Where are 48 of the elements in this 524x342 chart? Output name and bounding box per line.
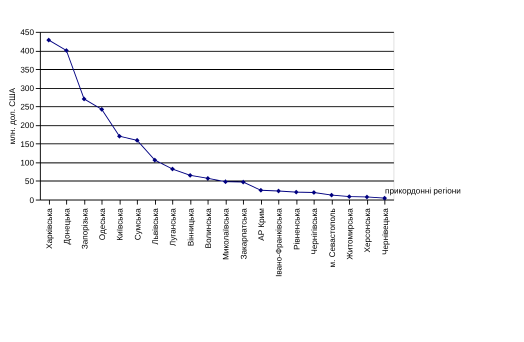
x-tick-label: Чернівецька (380, 208, 390, 255)
point (294, 190, 299, 195)
x-axis-title: прикордонні регіони (385, 186, 461, 196)
y-tick-label: 300 (20, 84, 34, 93)
x-tick-label: м. Севастополь (328, 208, 337, 268)
x-tick-label: Одеська (98, 208, 107, 240)
x-tick-label: Луганська (168, 208, 178, 246)
x-tick-label: Вінницька (186, 208, 196, 246)
x-tick-label: Волинська (204, 208, 214, 248)
point (46, 38, 52, 42)
y-axis-title: млн. дол. США (8, 87, 17, 144)
point (346, 194, 352, 199)
point (117, 134, 122, 139)
point (329, 192, 334, 198)
point (205, 176, 210, 181)
point (382, 196, 388, 200)
point (99, 106, 104, 112)
x-tick-label: Чернігівська (310, 208, 320, 255)
x-tick-label: Запорізька (80, 208, 90, 250)
point (223, 179, 228, 184)
y-tick-label: 250 (20, 102, 34, 112)
x-tick-label: Харківська (44, 208, 54, 249)
y-tick-label: 150 (20, 140, 34, 149)
x-tick-label: Львівська (150, 208, 160, 245)
point (240, 180, 246, 184)
y-tick-label: 450 (20, 28, 34, 38)
point (134, 138, 140, 143)
y-tick-label: 350 (20, 65, 34, 74)
x-tick-label: Донецька (62, 208, 72, 245)
x-tick-label: Київська (116, 208, 125, 241)
y-tick-label: 200 (20, 121, 34, 130)
x-tick-label: АР Крим (257, 208, 266, 241)
x-tick-label: Херсонська (363, 208, 372, 252)
y-tick-label: 50 (24, 177, 34, 186)
x-tick-label: Закарпатська (239, 208, 248, 260)
point (82, 96, 86, 102)
y-tick-label: 400 (20, 46, 34, 56)
x-tick-label: Сумська (133, 208, 142, 240)
x-tick-label: Миколаївська (222, 208, 231, 260)
point (188, 172, 193, 178)
x-tick-label: Рівненська (292, 208, 302, 250)
y-tick-label: 0 (29, 196, 34, 205)
x-tick-label: Житомирська (345, 208, 354, 260)
point (152, 158, 158, 162)
y-tick-label: 100 (20, 158, 34, 168)
x-tick-label: Івано-Франківська (274, 208, 284, 277)
point (258, 188, 264, 193)
point (312, 190, 316, 195)
